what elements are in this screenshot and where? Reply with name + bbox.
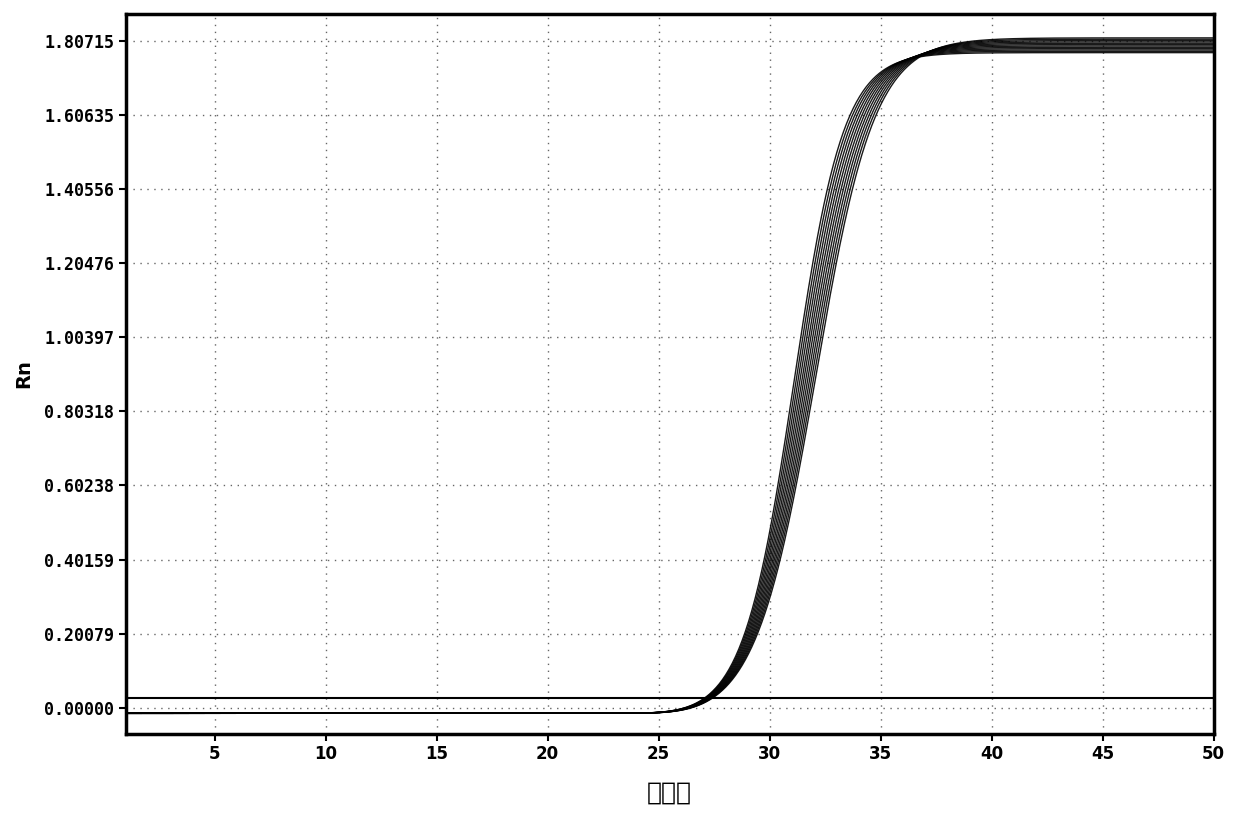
X-axis label: 循环数: 循环数 (647, 780, 693, 804)
Y-axis label: Rn: Rn (14, 359, 33, 389)
